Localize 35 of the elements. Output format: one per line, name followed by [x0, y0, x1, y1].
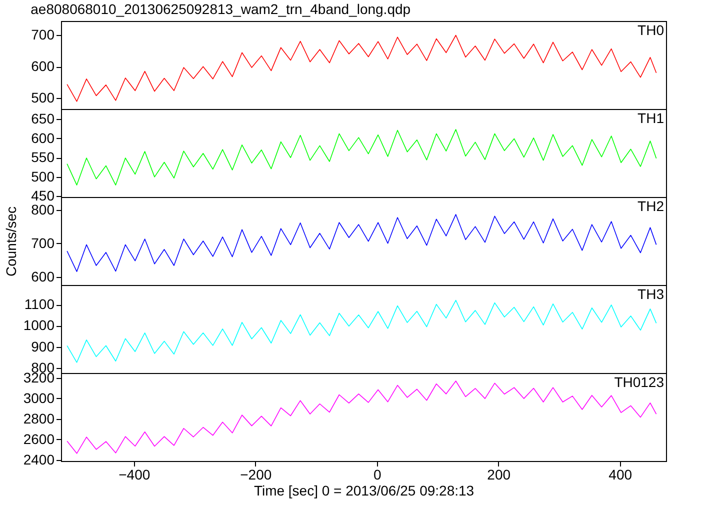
- line-series: [66, 34, 657, 102]
- y-tick-label: 650: [31, 110, 55, 127]
- series-label: TH2: [638, 198, 664, 214]
- series-label: TH0: [638, 22, 664, 38]
- y-axis-title: Counts/sec: [3, 206, 20, 277]
- y-tick-label: 1000: [23, 317, 55, 334]
- y-tick-label: 700: [31, 26, 55, 42]
- y-tick-label: 1100: [24, 296, 55, 312]
- x-tick-label: 200: [487, 466, 511, 482]
- x-axis-title: Time [sec] 0 = 2013/06/25 09:28:13: [254, 482, 474, 498]
- y-tick-label: 600: [31, 268, 55, 284]
- line-series: [66, 300, 657, 363]
- y-tick-label: 800: [31, 201, 55, 218]
- y-tick-label: 500: [31, 168, 55, 184]
- line-series: [66, 214, 657, 272]
- y-tick-label: 450: [31, 188, 55, 204]
- y-tick-label: 500: [31, 90, 55, 106]
- y-tick-label: 2400: [23, 451, 55, 468]
- y-tick-label: 700: [31, 234, 55, 251]
- y-tick-label: 600: [31, 58, 55, 74]
- y-tick-label: 550: [31, 149, 55, 166]
- x-tick-label: −400: [118, 466, 150, 482]
- y-tick-label: 900: [31, 338, 55, 354]
- y-tick-label: 3000: [23, 390, 55, 406]
- line-series: [66, 129, 657, 186]
- x-tick-label: −200: [240, 466, 272, 482]
- x-tick-label: 400: [608, 466, 632, 482]
- y-tick-label: 2600: [23, 430, 55, 447]
- series-label: TH3: [638, 286, 664, 302]
- x-tick-label: 0: [373, 466, 382, 482]
- y-tick-label: 600: [31, 130, 55, 146]
- series-label: TH0123: [614, 374, 664, 390]
- chart-title: ae808068010_20130625092813_wam2_trn_4band_long.qdp: [30, 1, 411, 17]
- series-label: TH1: [638, 110, 664, 126]
- y-tick-label: 2800: [23, 410, 55, 426]
